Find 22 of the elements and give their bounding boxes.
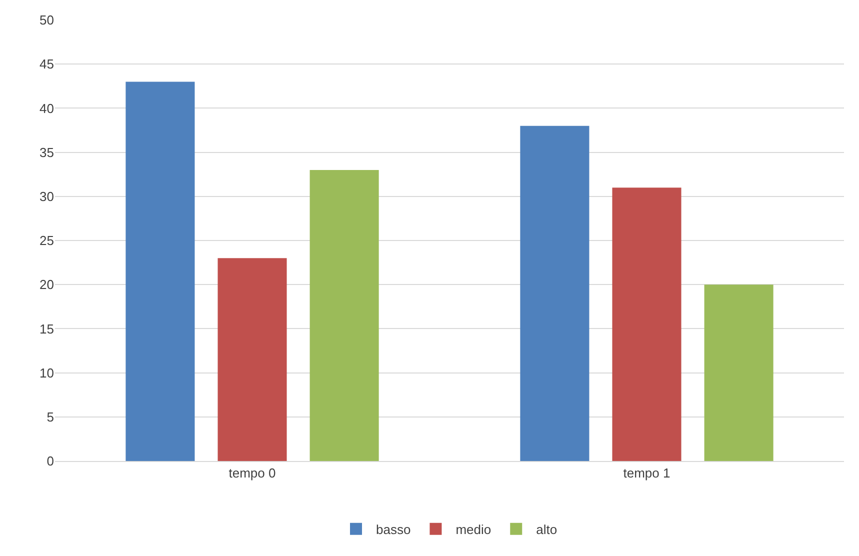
x-tick-label: tempo 0 bbox=[228, 466, 276, 481]
bar bbox=[310, 170, 379, 461]
y-tick-label: 35 bbox=[40, 144, 54, 160]
bar bbox=[704, 284, 774, 461]
y-tick-label: 20 bbox=[40, 277, 54, 292]
legend-label: alto bbox=[536, 522, 558, 537]
y-tick-label: 15 bbox=[40, 321, 54, 336]
y-tick-label: 5 bbox=[46, 409, 54, 424]
bar bbox=[520, 126, 590, 461]
legend-label: medio bbox=[456, 522, 492, 537]
y-tick-label: 0 bbox=[46, 454, 54, 469]
x-tick-label: tempo 1 bbox=[623, 466, 670, 481]
legend-label: basso bbox=[376, 522, 411, 537]
bar bbox=[218, 258, 287, 461]
bar bbox=[126, 82, 195, 461]
y-tick-label: 45 bbox=[40, 56, 54, 72]
bar bbox=[612, 188, 682, 461]
y-tick-label: 30 bbox=[40, 188, 54, 204]
y-tick-label: 50 bbox=[40, 12, 54, 28]
y-tick-label: 10 bbox=[40, 365, 54, 380]
y-tick-label: 40 bbox=[40, 100, 54, 116]
y-tick-label: 25 bbox=[40, 233, 54, 248]
